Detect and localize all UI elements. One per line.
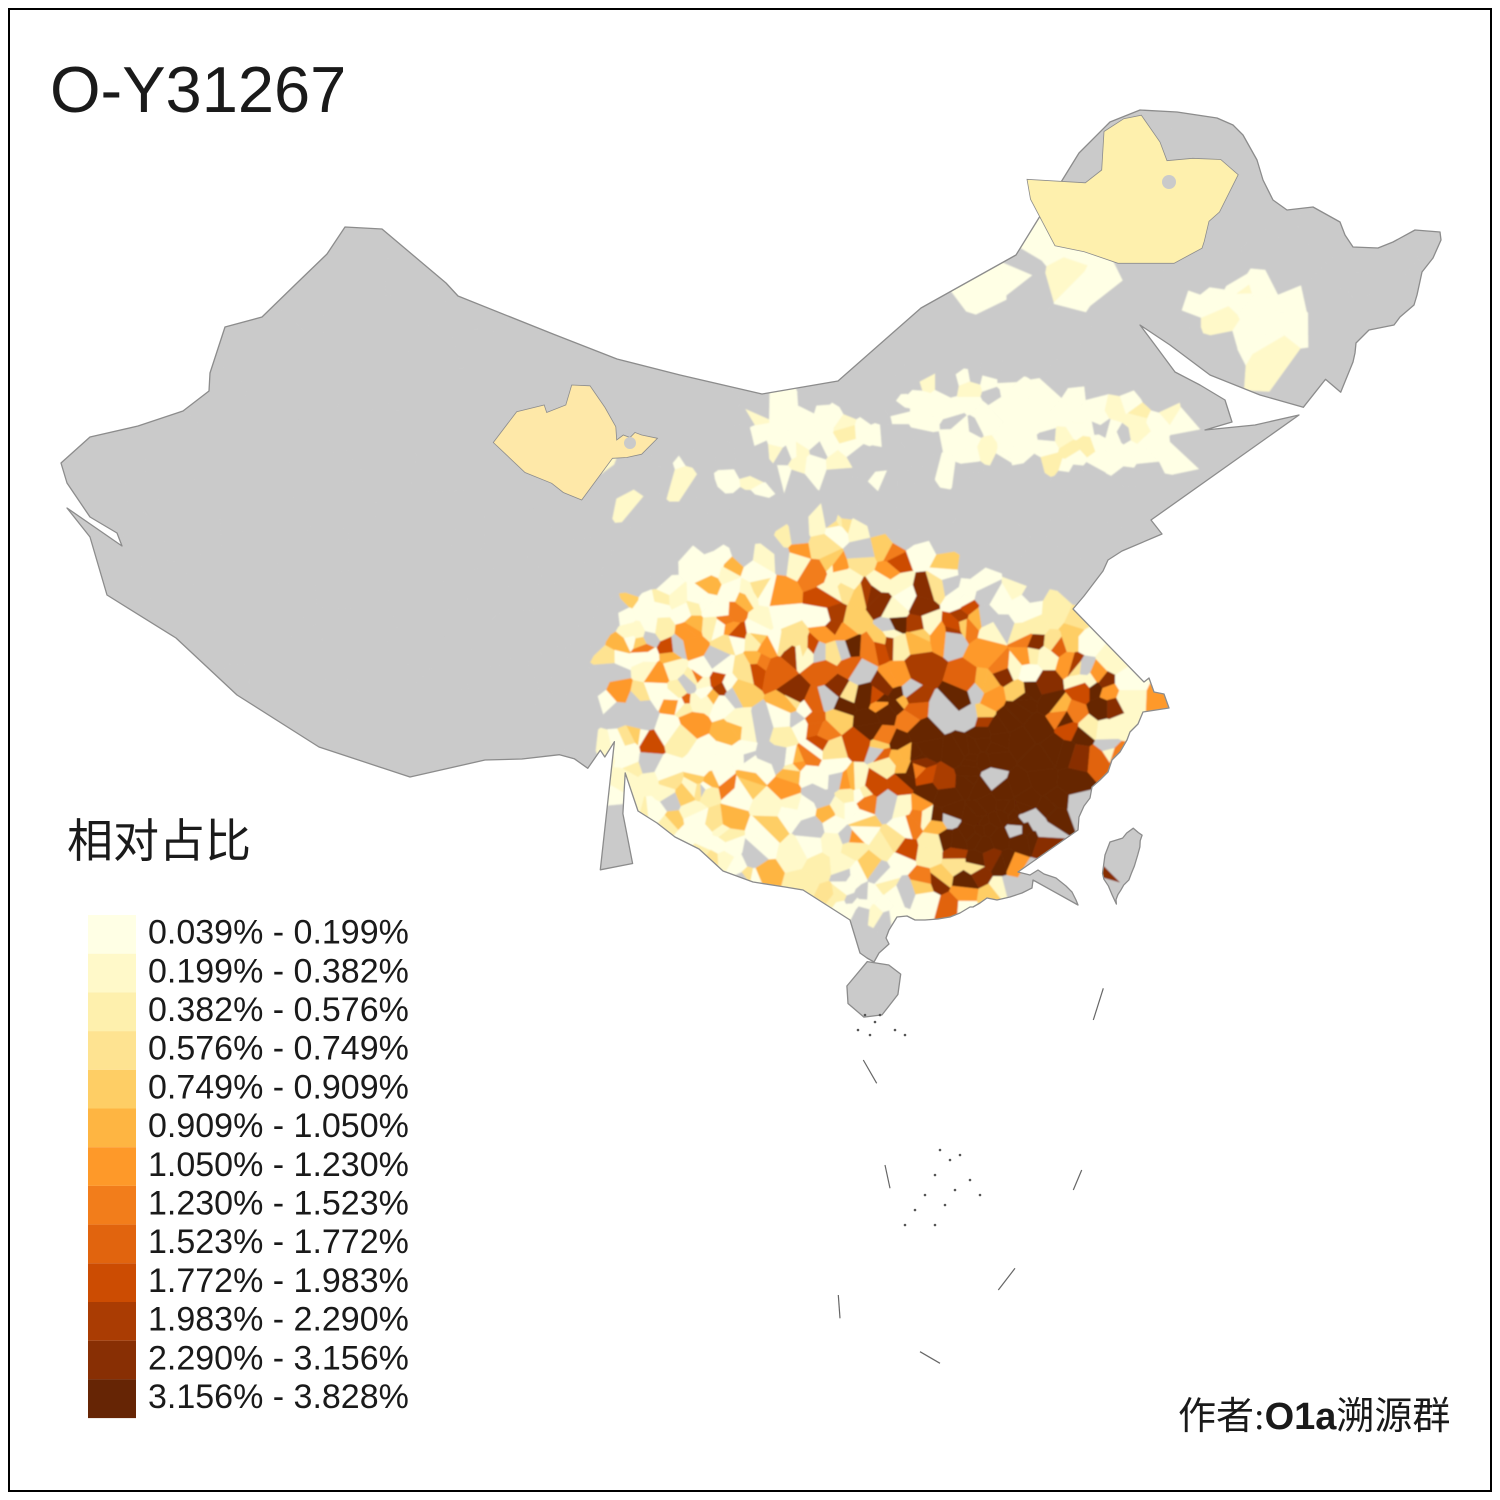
svg-text:1.772% - 1.983%: 1.772% - 1.983% bbox=[148, 1262, 409, 1300]
svg-text:1.050% - 1.230%: 1.050% - 1.230% bbox=[148, 1146, 409, 1184]
svg-text:0.909% - 1.050%: 0.909% - 1.050% bbox=[148, 1107, 409, 1145]
svg-text:2.290% - 3.156%: 2.290% - 3.156% bbox=[148, 1339, 409, 1377]
svg-text:0.576% - 0.749%: 0.576% - 0.749% bbox=[148, 1030, 409, 1068]
svg-text:0.749% - 0.909%: 0.749% - 0.909% bbox=[148, 1068, 409, 1106]
svg-text:1.230% - 1.523%: 1.230% - 1.523% bbox=[148, 1185, 409, 1223]
svg-text:0.039% - 0.199%: 0.039% - 0.199% bbox=[148, 914, 409, 952]
svg-text:1.983% - 2.290%: 1.983% - 2.290% bbox=[148, 1301, 409, 1339]
svg-text:1.523% - 1.772%: 1.523% - 1.772% bbox=[148, 1223, 409, 1261]
svg-text:3.156% - 3.828%: 3.156% - 3.828% bbox=[148, 1378, 409, 1416]
svg-text:0.382% - 0.576%: 0.382% - 0.576% bbox=[148, 991, 409, 1029]
svg-text:0.199% - 0.382%: 0.199% - 0.382% bbox=[148, 952, 409, 990]
